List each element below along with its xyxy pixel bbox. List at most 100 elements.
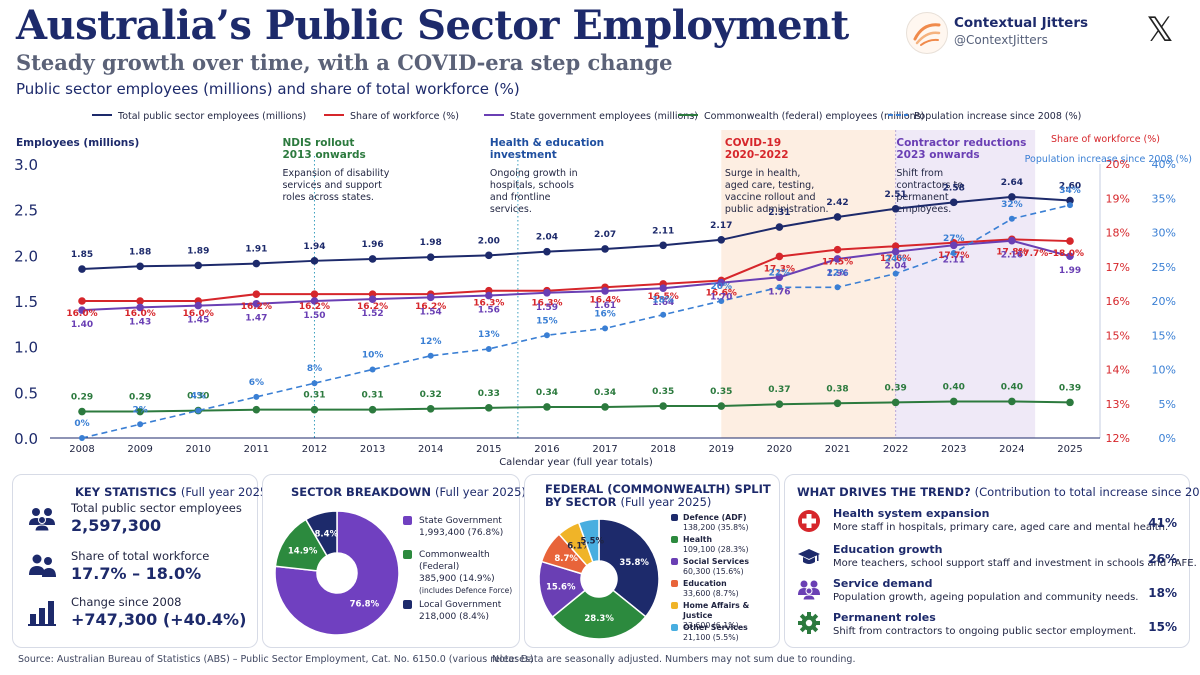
data-label: 13%	[478, 330, 500, 340]
svg-text:Surge in health,: Surge in health,	[725, 168, 800, 179]
data-label: 17.6%	[880, 254, 911, 264]
sector-legend-item: State Government 1,993,400 (76.8%)	[403, 515, 519, 539]
driver-desc: Shift from contractors to ongoing public…	[833, 626, 1137, 637]
legend-item: State government employees (millions)	[484, 111, 698, 122]
driver-title: Education growth	[833, 543, 943, 556]
data-label: 16.0%	[125, 309, 156, 319]
data-point	[1008, 215, 1015, 222]
x-tick-label: 2015	[476, 444, 501, 455]
slice-label: 14.9%	[288, 547, 318, 557]
y3-tick-label: 15%	[1152, 329, 1176, 342]
data-label: 1.47	[245, 314, 267, 324]
data-point	[1066, 252, 1074, 261]
svg-text:permanent: permanent	[896, 192, 949, 203]
data-point	[310, 297, 319, 305]
slice-label: 35.8%	[619, 558, 649, 568]
data-point	[78, 297, 86, 305]
svg-text:vaccine rollout and: vaccine rollout and	[725, 192, 816, 203]
series-line	[81, 204, 1071, 439]
y-tick-label: 3.0	[14, 156, 38, 174]
data-point	[891, 398, 900, 407]
x-axis-title: Calendar year (full year totals)	[499, 457, 653, 468]
brand-handle[interactable]: @ContextJitters	[954, 33, 1048, 47]
data-point	[485, 404, 493, 412]
data-point	[949, 198, 958, 207]
data-label: 0.34	[594, 388, 616, 398]
svg-text:aged care, testing,: aged care, testing,	[725, 180, 814, 191]
data-point	[1066, 196, 1074, 205]
y2-axis-title: Share of workforce (%)	[1051, 134, 1160, 145]
svg-text:State government employees (mi: State government employees (millions)	[510, 111, 698, 122]
legend-item: Population increase since 2008 (%)	[888, 111, 1081, 122]
series-line	[82, 400, 1071, 413]
data-label: 22%	[769, 268, 791, 278]
legend-swatch	[671, 602, 678, 609]
x-tick-label: 2019	[709, 444, 734, 455]
data-point	[776, 284, 783, 291]
data-label: 24%	[885, 255, 907, 265]
driver-permanent-roles: Permanent roles Shift from contractors t…	[833, 611, 1173, 637]
data-label: 0.35	[710, 387, 732, 397]
data-point	[426, 253, 435, 261]
legend-name: Education	[683, 579, 727, 588]
legend-swatch	[403, 600, 412, 609]
data-note: Note: Data are seasonally adjusted. Numb…	[492, 654, 856, 665]
data-label: 0.40	[943, 382, 965, 392]
legend-swatch	[671, 558, 678, 565]
bar-growth-icon	[28, 601, 56, 626]
federal-legend: Defence (ADF) 138,200 (35.8%) Health 109,10…	[671, 513, 779, 645]
data-label: 0.31	[361, 391, 383, 401]
data-label: 0.32	[420, 390, 442, 400]
data-point	[311, 380, 318, 387]
legend-name: State Government	[419, 516, 502, 526]
people-pair-icon	[29, 554, 56, 577]
data-point	[717, 402, 726, 410]
legend-swatch	[671, 580, 678, 587]
federal-split-title-line2: BY SECTOR	[545, 495, 617, 509]
slice-label: 8.4%	[315, 529, 339, 539]
data-label: 1.70	[710, 293, 732, 303]
sector-donut-chart: 76.8% 14.9% 8.4%	[274, 510, 400, 636]
legend-value: 21,100 (5.5%)	[683, 633, 739, 642]
main-chart: Total public sector employees (millions)…	[14, 111, 1192, 468]
data-label: 0.30	[187, 392, 209, 402]
svg-text:services and support: services and support	[282, 180, 382, 191]
x-logo-icon[interactable]: 𝕏	[1146, 10, 1174, 50]
drivers-panel: WHAT DRIVES THE TREND? (Contribution to …	[784, 474, 1200, 648]
x-tick-label: 2013	[360, 444, 385, 455]
svg-text:Total public sector employees: Total public sector employees (millions)	[117, 111, 306, 122]
sector-breakdown-panel: SECTOR BREAKDOWN (Full year 2025) 76.8% 1…	[262, 474, 526, 648]
y2-tick-label: 15%	[1106, 329, 1130, 342]
y3-tick-label: 30%	[1152, 227, 1176, 240]
legend-swatch	[671, 514, 678, 521]
source-note: Source: Australian Bureau of Statistics …	[18, 654, 534, 665]
data-label: 1.96	[826, 269, 848, 279]
brand-block[interactable]: Contextual Jitters @ContextJitters	[906, 12, 1106, 56]
data-point	[136, 407, 144, 416]
stat-value: 17.7% – 18.0%	[71, 564, 202, 583]
svg-text:2023 onwards: 2023 onwards	[896, 149, 979, 161]
data-label: 8%	[307, 364, 322, 374]
y3-tick-label: 5%	[1159, 398, 1176, 411]
data-label: 0%	[74, 419, 89, 429]
data-point	[426, 404, 435, 413]
x-tick-label: 2011	[244, 444, 269, 455]
legend-item: Share of workforce (%)	[324, 111, 459, 122]
data-point	[543, 403, 551, 411]
svg-text:Health & education: Health & education	[490, 137, 604, 149]
legend-name: Social Services	[683, 557, 749, 566]
data-label: 2.42	[826, 198, 848, 208]
data-point	[602, 325, 609, 332]
legend-name: Defence (ADF)	[683, 513, 747, 522]
page-title: Australia’s Public Sector Employment	[16, 2, 849, 49]
federal-split-panel: FEDERAL (COMMONWEALTH) SPLIT BY SECTOR (…	[524, 474, 780, 648]
federal-legend-item: Other Services 21,100 (5.5%)	[671, 623, 779, 643]
data-label: 15%	[536, 316, 558, 326]
data-point	[949, 241, 958, 250]
data-point	[194, 261, 203, 270]
data-point	[891, 242, 900, 250]
data-point	[891, 247, 900, 256]
contextual-jitters-logo	[906, 12, 948, 54]
data-label: 0.40	[1001, 382, 1023, 392]
x-tick-label: 2020	[767, 444, 792, 455]
